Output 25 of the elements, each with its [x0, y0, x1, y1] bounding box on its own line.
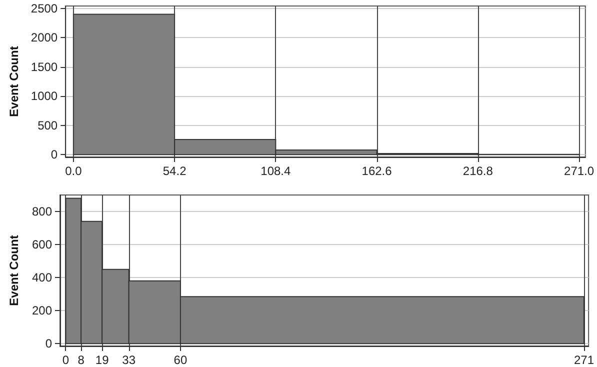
- y-tick-label: 0: [45, 336, 52, 351]
- x-tick-label: 271: [574, 353, 594, 367]
- y-tick-label: 400: [32, 270, 52, 285]
- x-tick-label: 0: [62, 353, 70, 367]
- x-tick-label: 108.4: [260, 164, 292, 178]
- x-tick-label: 60: [174, 353, 188, 367]
- x-tick-label: 19: [95, 353, 110, 367]
- x-tick-label: 8: [78, 353, 85, 367]
- y-tick-label: 2000: [30, 30, 58, 45]
- x-tick-label: 33: [122, 353, 136, 367]
- x-tick-label: 0.0: [65, 164, 82, 178]
- y-tick-label: 2500: [30, 1, 58, 16]
- y-tick-label: 800: [32, 204, 52, 219]
- y-tick-label: 0: [50, 148, 58, 162]
- y-tick-label: 500: [38, 118, 58, 132]
- x-tick-label: 271.0: [564, 164, 594, 178]
- y-axis-title: Event Count: [7, 46, 21, 117]
- y-tick-label: 600: [32, 238, 52, 252]
- y-axis-title: Event Count: [7, 235, 21, 306]
- x-tick-label: 216.8: [462, 164, 494, 178]
- y-tick-label: 200: [32, 304, 52, 318]
- x-tick-label: 162.6: [362, 164, 392, 178]
- y-tick-label: 1500: [30, 60, 58, 74]
- y-tick-label: 1000: [30, 89, 58, 104]
- x-tick-label: 54.2: [162, 164, 187, 178]
